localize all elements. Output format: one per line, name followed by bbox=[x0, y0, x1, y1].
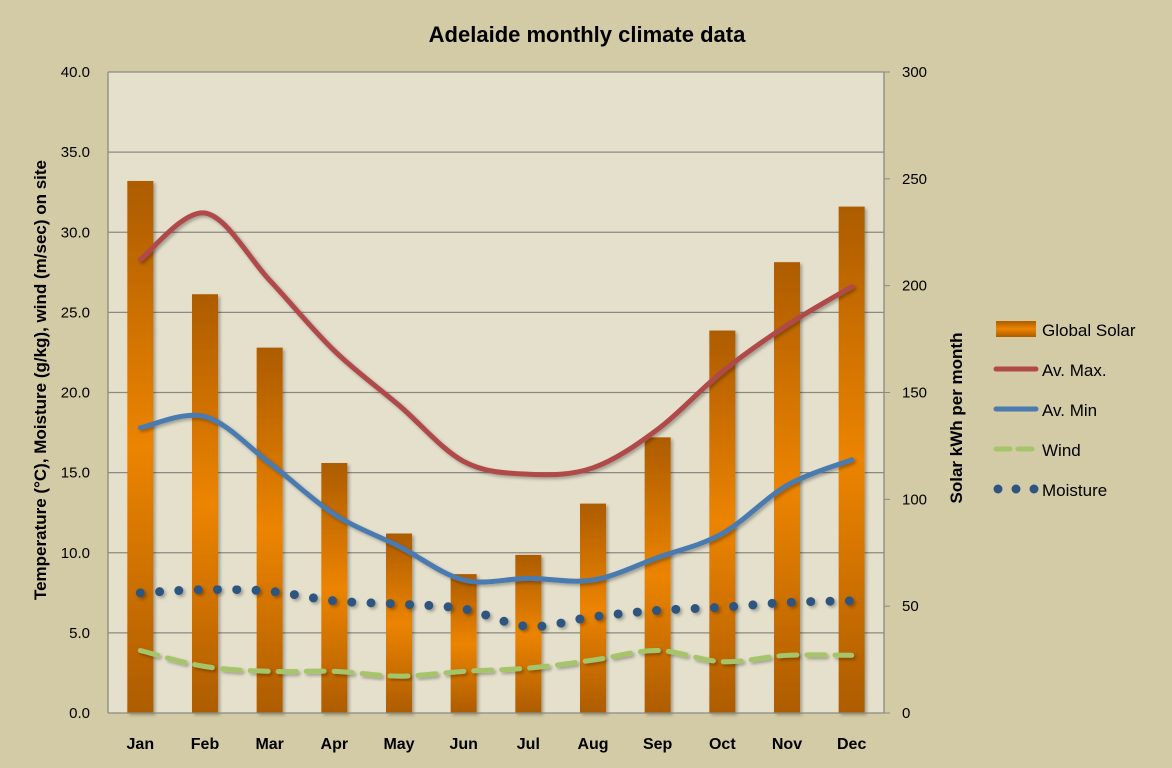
y2-tick-label: 200 bbox=[902, 278, 927, 295]
legend-label: Av. Min bbox=[1042, 401, 1097, 420]
legend-swatch bbox=[996, 321, 1036, 337]
x-tick-label: Dec bbox=[837, 736, 866, 753]
x-tick-label: Nov bbox=[772, 736, 802, 753]
x-tick-label: Feb bbox=[191, 736, 220, 753]
y2-axis-label: Solar kWh per month bbox=[947, 333, 966, 504]
y-tick-label: 5.0 bbox=[69, 625, 90, 642]
x-tick-label: Sep bbox=[643, 736, 673, 753]
x-tick-label: Aug bbox=[577, 736, 608, 753]
legend-item: Av. Max. bbox=[993, 361, 1107, 380]
bar-global-solar bbox=[386, 533, 412, 713]
y2-tick-label: 150 bbox=[902, 385, 927, 402]
y-tick-label: 30.0 bbox=[61, 224, 90, 241]
legend-label: Global Solar bbox=[1042, 321, 1136, 340]
x-tick-label: Oct bbox=[709, 736, 736, 753]
legend-label: Wind bbox=[1042, 441, 1081, 460]
series-line-av-min bbox=[137, 412, 855, 585]
bar-global-solar bbox=[192, 294, 218, 713]
bar-global-solar bbox=[580, 503, 606, 713]
y-tick-label: 40.0 bbox=[61, 64, 90, 81]
bar-global-solar bbox=[127, 180, 154, 714]
x-tick-label: Mar bbox=[255, 736, 283, 753]
y-tick-label: 25.0 bbox=[61, 304, 90, 321]
bar-global-solar bbox=[256, 347, 283, 713]
y-tick-label: 15.0 bbox=[61, 465, 90, 482]
y-tick-label: 0.0 bbox=[69, 705, 90, 722]
x-tick-label: Jul bbox=[517, 736, 540, 753]
y-tick-label: 35.0 bbox=[61, 144, 90, 161]
y2-tick-label: 250 bbox=[902, 171, 927, 188]
x-tick-label: May bbox=[383, 736, 414, 753]
series-line-wind bbox=[137, 648, 855, 679]
legend-item: Moisture bbox=[993, 481, 1107, 500]
y2-tick-label: 50 bbox=[902, 598, 919, 615]
series-line-av-max bbox=[137, 210, 855, 478]
chart-title: Adelaide monthly climate data bbox=[429, 22, 746, 47]
y-axis-label: Temperature (°C), Moisture (g/kg), wind … bbox=[31, 160, 50, 600]
legend-item: Wind bbox=[993, 441, 1081, 460]
x-tick-label: Jan bbox=[127, 736, 155, 753]
y-tick-label: 10.0 bbox=[61, 545, 90, 562]
x-tick-label: Jun bbox=[449, 736, 477, 753]
bar-global-solar bbox=[644, 437, 671, 713]
legend-label: Moisture bbox=[1042, 481, 1107, 500]
y-tick-label: 20.0 bbox=[61, 385, 90, 402]
legend-item: Av. Min bbox=[993, 401, 1097, 420]
x-tick-label: Apr bbox=[321, 736, 349, 753]
y2-tick-label: 100 bbox=[902, 491, 927, 508]
bar-global-solar bbox=[321, 463, 348, 713]
bar-global-solar bbox=[709, 330, 736, 713]
y2-tick-label: 0 bbox=[902, 705, 910, 722]
y2-tick-label: 300 bbox=[902, 64, 927, 81]
legend-label: Av. Max. bbox=[1042, 361, 1107, 380]
legend: Global Solar Av. Max. Av. Min Wind Moisture bbox=[993, 321, 1136, 500]
bar-global-solar bbox=[450, 574, 477, 713]
legend-item: Global Solar bbox=[996, 321, 1136, 340]
